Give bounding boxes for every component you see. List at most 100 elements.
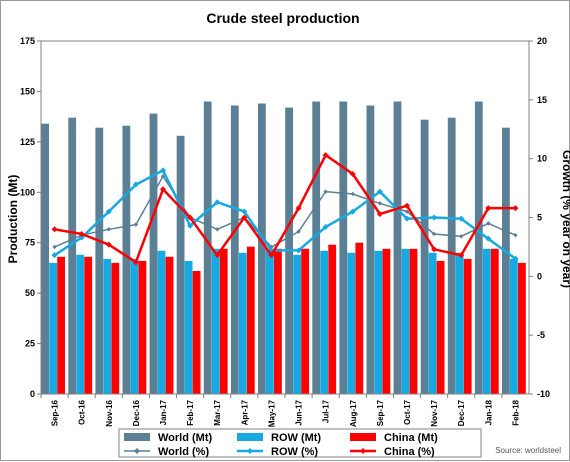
marker-world (513, 232, 518, 238)
x-tick-label: Sep-16 (51, 399, 60, 426)
marker-row (349, 208, 356, 215)
bar-row-mt (428, 252, 437, 394)
x-tick-label: May-17 (267, 399, 276, 427)
legend-label-china: China (%) (384, 446, 435, 458)
y-tick-label: 175 (20, 36, 35, 46)
bar-row-mt (49, 262, 57, 394)
bar-world-mt (420, 119, 429, 394)
marker-world (52, 244, 57, 250)
bar-world-mt (122, 125, 131, 394)
bar-world-mt (176, 135, 185, 395)
bar-row-mt (347, 252, 356, 394)
marker-row (485, 235, 492, 242)
bar-china-mt (463, 258, 472, 394)
bar-row-mt (510, 258, 518, 394)
marker-world (404, 209, 410, 214)
bar-china-mt (84, 256, 93, 394)
marker-row (51, 252, 58, 259)
marker-world (377, 201, 383, 206)
legend-marker-china (360, 448, 366, 454)
x-tick-label: Jul-17 (322, 399, 331, 423)
marker-world (323, 189, 328, 194)
marker-china (187, 214, 194, 221)
bar-china-mt (436, 260, 445, 394)
marker-row (78, 234, 85, 241)
axes: 0 25 50 75 100 125 150 175 -10 -5 0 5 10 15 20 Sep-16 Oc… (20, 36, 550, 427)
bar-china-mt (409, 248, 418, 394)
marker-china (376, 210, 383, 217)
bar-world-mt (230, 105, 239, 394)
bar-world-mt (95, 127, 104, 394)
x-tick-label: Nov-17 (430, 399, 439, 426)
bar-world-mt (474, 101, 483, 394)
y2-tick-label: 0 (537, 271, 542, 281)
bar-china-mt (219, 248, 228, 394)
bar-china-mt (138, 260, 147, 394)
x-tick-label: Feb-17 (186, 399, 195, 425)
legend-label-world: World (%) (158, 446, 209, 458)
line-row (53, 168, 517, 260)
marker-china (322, 152, 329, 159)
bar-world-mt (366, 105, 375, 394)
marker-world (459, 234, 464, 239)
x-tick-label: Nov-16 (105, 399, 114, 426)
marker-row (458, 215, 465, 222)
marker-china (268, 252, 275, 259)
marker-row (160, 167, 166, 174)
x-tick-label: Jan-18 (484, 399, 493, 425)
x-tick-label: Jun-17 (295, 399, 304, 425)
y2-tick-label: -5 (537, 330, 545, 340)
legend-swatch-china-mt (350, 433, 376, 441)
marker-row (132, 181, 139, 188)
marker-china (458, 252, 465, 259)
y-axis-title: Production (Mt) (6, 175, 20, 264)
marker-china (214, 252, 221, 259)
bar-world-mt (203, 101, 212, 394)
bar-row-mt (184, 260, 193, 394)
bar-row-mt (76, 254, 85, 394)
plot-area (41, 101, 526, 395)
marker-row (431, 214, 438, 221)
x-tick-label: Dec-17 (457, 399, 466, 426)
marker-china (349, 170, 356, 177)
y2-tick-label: 20 (537, 36, 547, 46)
bar-row-mt (455, 252, 464, 394)
bar-world-mt (258, 103, 266, 394)
bar-row-mt (293, 254, 301, 394)
bar-china-mt (301, 248, 309, 394)
marker-world (431, 231, 437, 237)
chart-title: Crude steel production (206, 10, 359, 26)
marker-china (105, 241, 112, 248)
bar-china-mt (490, 248, 499, 394)
marker-china (78, 230, 85, 237)
bar-world-mt (41, 123, 49, 394)
bar-china-mt (328, 244, 337, 394)
legend-swatch-world-mt (124, 433, 150, 441)
bar-row-mt (266, 248, 274, 394)
legend-label-china-mt: China (Mt) (384, 432, 438, 444)
bar-row-mt (374, 250, 383, 394)
legend-label-row: ROW (%) (271, 446, 318, 458)
marker-china (431, 246, 438, 253)
legend-label-world-mt: World (Mt) (158, 432, 213, 444)
bar-row-mt (157, 250, 166, 394)
marker-china (512, 205, 519, 212)
marker-row (105, 208, 112, 215)
marker-world (296, 229, 301, 234)
y2-tick-label: 5 (537, 213, 542, 223)
x-tick-label: Jan-17 (159, 399, 168, 425)
marker-china (404, 202, 410, 209)
legend-swatch-row-mt (237, 433, 263, 441)
x-tick-label: Dec-16 (132, 399, 141, 426)
bar-china-mt (518, 262, 526, 394)
bar-china-mt (57, 256, 65, 394)
bar-china-mt (355, 242, 364, 394)
y-tick-label: 100 (20, 187, 35, 197)
line-china (54, 153, 516, 265)
marker-world (350, 191, 355, 197)
marker-row (241, 208, 248, 215)
bar-china-mt (382, 248, 391, 394)
legend-label-row-mt: ROW (Mt) (271, 432, 321, 444)
x-tick-label: Aug-17 (349, 399, 358, 427)
